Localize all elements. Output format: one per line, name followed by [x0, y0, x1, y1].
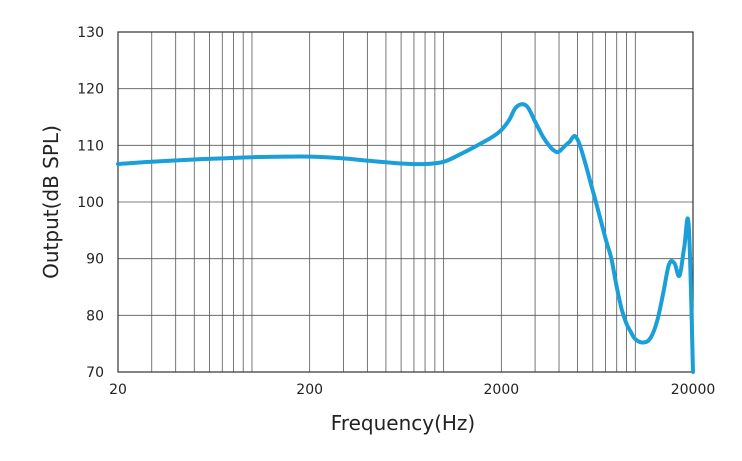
y-tick-label: 110	[77, 138, 104, 154]
x-axis-label: Frequency(Hz)	[331, 411, 475, 435]
y-axis-label: Output(dB SPL)	[39, 125, 63, 279]
plot-frame	[117, 31, 694, 373]
y-tick-label: 90	[86, 252, 104, 268]
y-tick-label: 80	[86, 308, 104, 324]
y-tick-label: 100	[77, 195, 104, 211]
plot-border	[117, 31, 694, 373]
grid	[118, 32, 693, 372]
x-tick-label: 20000	[671, 382, 716, 398]
x-tick-label: 20	[109, 382, 127, 398]
response-curve-line	[116, 102, 695, 374]
y-tick-label: 130	[77, 25, 104, 41]
x-tick-label: 2000	[484, 382, 520, 398]
x-axis-ticks: 20 200 2000 20000	[109, 382, 715, 398]
x-tick-label: 200	[296, 382, 323, 398]
series-layer	[116, 102, 695, 374]
y-tick-label: 70	[86, 365, 104, 381]
y-axis-ticks: 130 120 110 100 90 80 70	[77, 25, 104, 381]
y-tick-label: 120	[77, 82, 104, 98]
